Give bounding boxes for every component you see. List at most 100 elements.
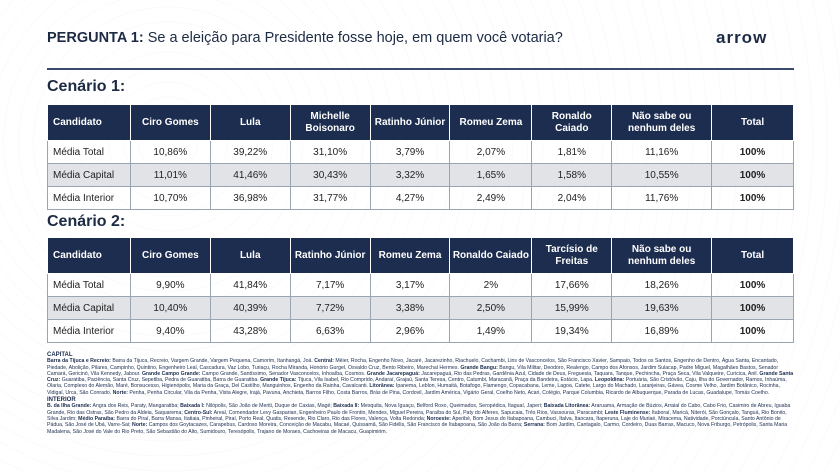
table-cell: 100% bbox=[711, 273, 794, 297]
scenario1-title: Cenário 1: bbox=[47, 78, 126, 95]
column-header: Não sabe ou nenhum deles bbox=[611, 104, 713, 141]
table-cell: 100% bbox=[711, 163, 794, 187]
table-cell: 39,22% bbox=[209, 140, 291, 164]
question-label: PERGUNTA 1: bbox=[47, 30, 144, 46]
region-neighborhoods: Méier, Rocha, Engenho Novo, Jacaré, Jaca… bbox=[47, 358, 779, 371]
table-cell: 3,38% bbox=[369, 296, 451, 320]
region-neighborhoods: Areal, Comendador Levy Gasparian, Engenh… bbox=[212, 409, 605, 416]
table-cell: 2,96% bbox=[369, 319, 451, 343]
column-header: Romeu Zema bbox=[449, 104, 533, 141]
table-cell: Média Total bbox=[47, 140, 131, 164]
table-cell: 3,32% bbox=[369, 163, 451, 187]
table-row: Média Interior 9,40% 43,28% 6,63% 2,96% 1,49%… bbox=[47, 319, 794, 343]
region-name: Leste Fluminense: bbox=[604, 409, 651, 416]
table-cell: 40,39% bbox=[209, 296, 291, 320]
table-cell: 41,84% bbox=[209, 273, 291, 297]
table-cell: 2% bbox=[449, 273, 533, 297]
table-cell: 100% bbox=[711, 296, 794, 320]
table-cell: Média Capital bbox=[47, 163, 131, 187]
region-neighborhoods: Tijuca, Vila Isabel, Rio Comprido, Andar… bbox=[296, 377, 595, 384]
table-cell: 100% bbox=[711, 140, 794, 164]
column-header: Romeu Zema bbox=[369, 237, 451, 274]
table-cell: 16,89% bbox=[611, 319, 713, 343]
region-name: Baixada I: bbox=[180, 403, 205, 410]
region-neighborhoods: Itaboraí, Maricá, Niterói, São Gonçalo, … bbox=[47, 409, 787, 422]
region-name: Baixada Litorânea: bbox=[543, 403, 591, 410]
region-name: Barra da Tijuca e Recreio: bbox=[47, 358, 111, 365]
region-neighborhoods: Angra dos Reis, Paraty, Mangaratiba; bbox=[91, 403, 181, 410]
region-neighborhoods: Portuária, São Cristóvão, Caju, Ilha do … bbox=[47, 377, 787, 390]
table-cell: 19,34% bbox=[531, 319, 613, 343]
question-title: PERGUNTA 1: Se a eleição para Presidente… bbox=[47, 30, 563, 46]
header-row: Candidato Ciro Gomes Lula Ratinho Júnior Rom… bbox=[47, 237, 794, 274]
column-header: Ratinho Júnior bbox=[369, 104, 451, 141]
scenario2-title: Cenário 2: bbox=[47, 213, 126, 230]
region-name: Baixada II: bbox=[333, 403, 360, 410]
region-name: Norte: bbox=[112, 389, 128, 396]
column-header: Ronaldo Caiado bbox=[449, 237, 533, 274]
column-header: Total bbox=[711, 104, 794, 141]
table-cell: 1,81% bbox=[531, 140, 613, 164]
capital-title: CAPITAL bbox=[47, 352, 73, 358]
table-cell: 11,01% bbox=[129, 163, 211, 187]
region-neighborhoods: Barra da Tijuca, Recreio, Vargem Grande,… bbox=[110, 358, 315, 365]
table-cell: 2,50% bbox=[449, 296, 533, 320]
column-header: Candidato bbox=[47, 237, 131, 274]
table-row: Média Capital 11,01% 41,46% 30,43% 3,32% 1,65… bbox=[47, 163, 794, 187]
table-cell: 36,98% bbox=[209, 186, 291, 210]
table-cell: 10,40% bbox=[129, 296, 211, 320]
interior-regions: B. da Ilha Grande: Angra dos Reis, Parat… bbox=[47, 403, 797, 434]
table-cell: 9,40% bbox=[129, 319, 211, 343]
column-header: Não sabe ou nenhum deles bbox=[611, 237, 713, 274]
arrow-logo: arrow bbox=[716, 28, 768, 47]
column-header: Michelle Boisonaro bbox=[289, 104, 371, 141]
table-cell: 17,66% bbox=[531, 273, 613, 297]
column-header: Lula bbox=[209, 237, 291, 274]
region-neighborhoods: Ipanema, Leblon, Humaitá, Botafogo, Flam… bbox=[47, 383, 781, 396]
region-name: Central: bbox=[314, 358, 334, 365]
scenario2-table: Candidato Ciro Gomes Lula Ratinho Júnior Rom… bbox=[47, 237, 794, 343]
table-cell: 100% bbox=[711, 319, 794, 343]
region-neighborhoods: Barra do Piraí, Barra Mansa, Itatiaia, P… bbox=[115, 415, 427, 422]
table-cell: 2,07% bbox=[449, 140, 533, 164]
column-header: Ciro Gomes bbox=[129, 104, 211, 141]
table-cell: 41,46% bbox=[209, 163, 291, 187]
table-cell: 1,65% bbox=[449, 163, 533, 187]
table-row: Média Total 10,86% 39,22% 31,10% 3,79% 2,07% 1… bbox=[47, 140, 794, 164]
table-cell: 10,70% bbox=[129, 186, 211, 210]
table-cell: Média Capital bbox=[47, 296, 131, 320]
region-neighborhoods: Guaratiba, Paciência, Santa Cruz, Sepeti… bbox=[60, 377, 261, 384]
header-row: Candidato Ciro Gomes Lula Michelle Boisonar… bbox=[47, 104, 794, 141]
table-row: Média Capital 10,40% 40,39% 7,72% 3,38% 2,50%… bbox=[47, 296, 794, 320]
table-cell: 30,43% bbox=[289, 163, 371, 187]
table-cell: 10,55% bbox=[611, 163, 713, 187]
interior-title: INTERIOR bbox=[47, 397, 76, 404]
scenario1-table: Candidato Ciro Gomes Lula Michelle Boisonar… bbox=[47, 104, 794, 210]
region-neighborhoods: Bangu, Vila Militar, Deodoro, Realengo, … bbox=[47, 364, 779, 377]
table-row: Média Total 9,90% 41,84% 7,17% 3,17% 2% 17,66%… bbox=[47, 273, 794, 297]
column-header: Ronaldo Caiado bbox=[531, 104, 613, 141]
table-cell: 15,99% bbox=[531, 296, 613, 320]
region-name: Médio Paraíba: bbox=[78, 415, 116, 422]
region-name: Grande Santa Cruz: bbox=[47, 370, 794, 384]
column-header: Tarcísio de Freitas bbox=[531, 237, 613, 274]
region-neighborhoods: Campos dos Goytacazes, Carapebus, Cardos… bbox=[147, 422, 524, 429]
table-cell: 7,17% bbox=[289, 273, 371, 297]
table-cell: Média Interior bbox=[47, 319, 131, 343]
table-cell: 31,10% bbox=[289, 140, 371, 164]
table-cell: 43,28% bbox=[209, 319, 291, 343]
region-name: Norte: bbox=[131, 422, 148, 429]
region-name: Leopoldina: bbox=[594, 377, 625, 384]
table-cell: 10,86% bbox=[129, 140, 211, 164]
capital-regions: Barra da Tijuca e Recreio: Barra da Tiju… bbox=[47, 358, 797, 396]
column-header: Lula bbox=[209, 104, 291, 141]
table-cell: 3,17% bbox=[369, 273, 451, 297]
region-name: Grande Jacarepaguá: bbox=[366, 370, 420, 377]
region-neighborhoods: Araruama, Armação de Búzios, Arraial do … bbox=[47, 403, 791, 416]
column-header: Ratinho Júnior bbox=[289, 237, 371, 274]
region-neighborhoods: Nilópolis, São João de Meriti, Duque de … bbox=[204, 403, 334, 410]
table-cell: 1,58% bbox=[531, 163, 613, 187]
region-neighborhoods: Jacarepaguá, Rio das Pedras, Gardênia Az… bbox=[419, 370, 760, 377]
table-cell: 31,77% bbox=[289, 186, 371, 210]
